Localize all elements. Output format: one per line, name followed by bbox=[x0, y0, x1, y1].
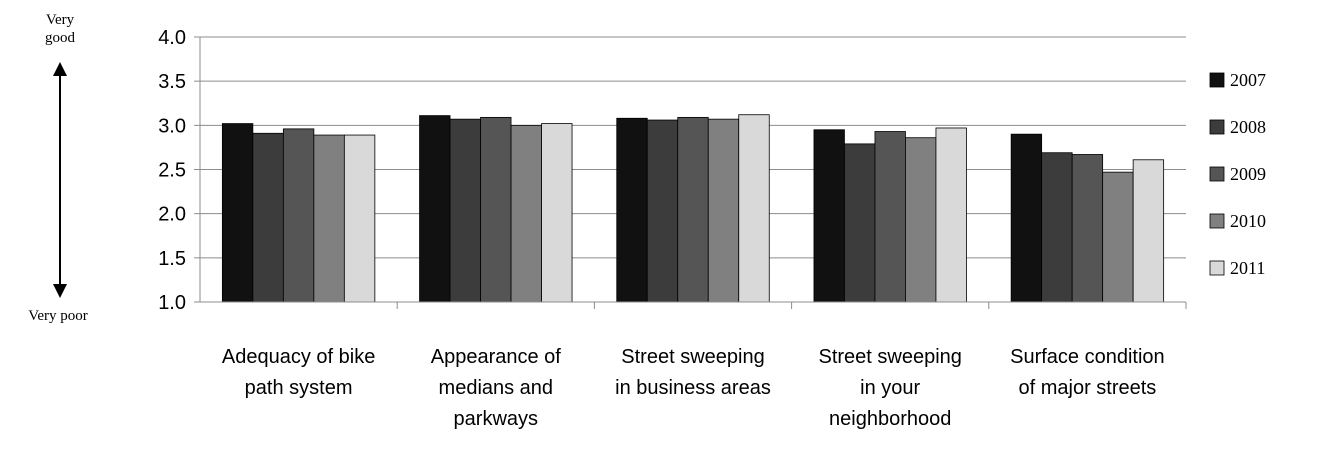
scale-top-label-line2: good bbox=[45, 30, 76, 46]
scale-arrow-up-icon bbox=[53, 62, 67, 76]
y-tick-label: 3.5 bbox=[158, 71, 186, 93]
bar-2009 bbox=[1071, 154, 1104, 303]
bar-2007 bbox=[616, 117, 648, 303]
bars bbox=[221, 114, 1165, 303]
legend-label-2010: 2010 bbox=[1230, 211, 1266, 231]
category-label: of major streets bbox=[1018, 377, 1156, 399]
legend-label-2007: 2007 bbox=[1230, 70, 1266, 90]
bar-2007 bbox=[419, 115, 451, 303]
bar-2009 bbox=[480, 116, 512, 303]
category-label: Surface condition bbox=[1010, 346, 1165, 368]
bar-2008 bbox=[252, 132, 284, 303]
bar-2010 bbox=[313, 134, 345, 303]
legend-swatch-2008 bbox=[1209, 119, 1225, 135]
bar-2011 bbox=[343, 134, 376, 303]
category-label: neighborhood bbox=[829, 408, 951, 430]
bar-2011 bbox=[1132, 159, 1165, 303]
category-label: medians and bbox=[439, 377, 554, 399]
y-tick-label: 2.5 bbox=[158, 160, 186, 182]
scale-bottom-label: Very poor bbox=[28, 308, 88, 324]
bar-2009 bbox=[282, 128, 315, 303]
axes bbox=[194, 36, 1187, 309]
legend-label-2009: 2009 bbox=[1230, 164, 1266, 184]
bar-2010 bbox=[905, 137, 937, 303]
bar-2010 bbox=[510, 124, 542, 303]
legend: 2007 2008 2009 2010 2011 bbox=[1209, 70, 1266, 278]
y-tick-labels: 1.0 1.5 2.0 2.5 3.0 3.5 4.0 bbox=[158, 27, 186, 314]
category-label: path system bbox=[245, 377, 353, 399]
bar-2007 bbox=[813, 129, 845, 303]
legend-swatch-2009 bbox=[1209, 166, 1225, 182]
bar-2008 bbox=[1041, 152, 1073, 303]
legend-swatch-2010 bbox=[1209, 213, 1225, 229]
legend-label-2011: 2011 bbox=[1230, 258, 1265, 278]
y-tick-label: 1.5 bbox=[158, 248, 186, 270]
scale-indicator: Very good Very poor bbox=[28, 12, 88, 324]
category-label: Adequacy of bike bbox=[222, 346, 375, 368]
y-tick-label: 2.0 bbox=[158, 204, 186, 226]
legend-swatch-2011 bbox=[1209, 260, 1225, 276]
scale-top-label-line1: Very bbox=[46, 12, 75, 28]
category-label: parkways bbox=[454, 408, 538, 430]
category-labels: Adequacy of bike path system Appearance of… bbox=[222, 346, 1165, 430]
bar-2007 bbox=[221, 123, 254, 303]
category-label: Appearance of bbox=[431, 346, 562, 368]
legend-label-2008: 2008 bbox=[1230, 117, 1266, 137]
bar-2008 bbox=[449, 118, 481, 303]
legend-swatch-2007 bbox=[1209, 72, 1225, 88]
category-label: in your bbox=[860, 377, 920, 399]
category-label: Street sweeping bbox=[621, 346, 764, 368]
y-tick-label: 1.0 bbox=[158, 292, 186, 314]
bar-2007 bbox=[1010, 133, 1043, 303]
bar-2011 bbox=[541, 123, 573, 303]
bar-2010 bbox=[1102, 171, 1134, 303]
y-tick-label: 3.0 bbox=[158, 115, 186, 137]
category-label: Street sweeping bbox=[818, 346, 961, 368]
bar-2010 bbox=[707, 118, 740, 303]
category-label: in business areas bbox=[615, 377, 771, 399]
bar-2011 bbox=[935, 127, 967, 303]
bar-2008 bbox=[844, 143, 876, 303]
bar-2008 bbox=[646, 119, 679, 303]
y-tick-label: 4.0 bbox=[158, 27, 186, 49]
bar-2011 bbox=[738, 114, 770, 303]
scale-arrow-down-icon bbox=[53, 284, 67, 298]
bar-2009 bbox=[677, 116, 709, 303]
bar-2009 bbox=[874, 131, 906, 303]
